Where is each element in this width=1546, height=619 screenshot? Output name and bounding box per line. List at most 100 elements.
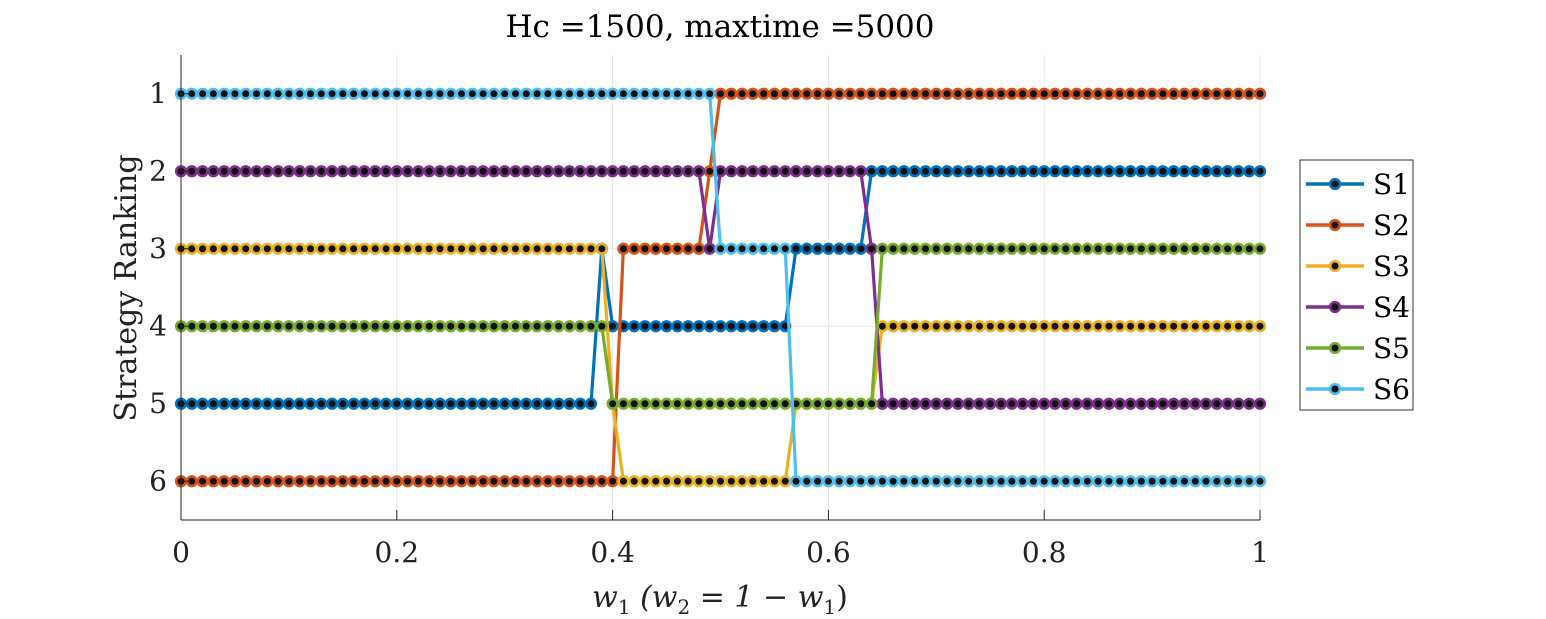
data-point bbox=[1070, 320, 1083, 333]
data-point bbox=[1124, 242, 1137, 255]
data-point bbox=[1167, 320, 1180, 333]
data-point bbox=[423, 475, 436, 488]
data-point bbox=[1221, 475, 1234, 488]
data-point bbox=[455, 320, 468, 333]
data-point bbox=[1243, 475, 1256, 488]
data-point bbox=[833, 475, 846, 488]
data-point bbox=[1178, 397, 1191, 410]
data-point bbox=[455, 87, 468, 100]
data-point bbox=[552, 320, 565, 333]
y-tick-label: 4 bbox=[149, 309, 167, 342]
data-point bbox=[315, 242, 328, 255]
data-point bbox=[1092, 242, 1105, 255]
data-point bbox=[358, 397, 371, 410]
data-point bbox=[1156, 475, 1169, 488]
data-point bbox=[994, 475, 1008, 488]
data-point bbox=[336, 242, 349, 255]
data-point bbox=[789, 87, 803, 100]
data-point bbox=[584, 87, 598, 100]
data-point bbox=[369, 165, 382, 178]
data-point bbox=[1059, 397, 1072, 410]
data-point bbox=[282, 87, 296, 100]
data-point bbox=[466, 87, 479, 100]
data-point bbox=[682, 87, 695, 100]
data-point bbox=[703, 397, 716, 410]
data-point bbox=[1092, 165, 1105, 178]
data-point bbox=[930, 165, 943, 178]
data-point bbox=[1124, 165, 1137, 178]
data-point bbox=[897, 87, 911, 100]
data-point bbox=[1081, 87, 1094, 100]
data-point bbox=[250, 242, 263, 255]
data-point bbox=[379, 475, 393, 488]
data-point bbox=[563, 475, 576, 488]
data-point bbox=[984, 242, 997, 255]
data-point bbox=[962, 87, 975, 100]
data-point bbox=[1016, 397, 1029, 410]
data-point bbox=[682, 165, 695, 178]
data-point bbox=[304, 320, 317, 333]
data-point bbox=[466, 320, 479, 333]
series-s2 bbox=[174, 87, 1267, 488]
data-point bbox=[1048, 475, 1062, 488]
data-point bbox=[401, 165, 414, 178]
data-point bbox=[250, 397, 263, 410]
data-point bbox=[401, 242, 414, 255]
data-point bbox=[530, 320, 544, 333]
data-point bbox=[530, 87, 544, 100]
data-point bbox=[401, 397, 414, 410]
data-point bbox=[1221, 165, 1234, 178]
data-point bbox=[876, 397, 889, 410]
x-tick-label: 0.2 bbox=[375, 536, 420, 569]
y-tick-label: 2 bbox=[149, 154, 167, 187]
data-point bbox=[692, 397, 706, 410]
data-point bbox=[218, 397, 231, 410]
y-tick-labels: 1 2 3 4 5 6 bbox=[149, 77, 167, 498]
data-point bbox=[423, 397, 436, 410]
data-point bbox=[692, 87, 706, 100]
data-point bbox=[379, 165, 393, 178]
data-point bbox=[930, 397, 943, 410]
data-point bbox=[1081, 165, 1094, 178]
data-point bbox=[541, 87, 554, 100]
data-point bbox=[779, 165, 792, 178]
data-point bbox=[757, 475, 770, 488]
legend-item-s1: S1 bbox=[1306, 168, 1410, 201]
data-point bbox=[1199, 320, 1213, 333]
data-point bbox=[325, 242, 339, 255]
data-point bbox=[930, 320, 943, 333]
data-point bbox=[1048, 397, 1062, 410]
data-point bbox=[466, 242, 479, 255]
legend-item-s2: S2 bbox=[1306, 209, 1410, 242]
data-point bbox=[876, 475, 889, 488]
data-point bbox=[897, 320, 911, 333]
y-tick-label: 1 bbox=[149, 77, 167, 110]
data-point bbox=[347, 397, 360, 410]
data-point bbox=[930, 475, 943, 488]
data-point bbox=[649, 87, 662, 100]
data-point bbox=[660, 397, 673, 410]
data-point bbox=[638, 87, 652, 100]
data-point bbox=[444, 87, 457, 100]
data-point bbox=[1199, 165, 1213, 178]
data-point bbox=[293, 475, 306, 488]
data-point bbox=[908, 242, 921, 255]
data-point bbox=[595, 87, 608, 100]
data-point bbox=[682, 242, 695, 255]
data-point bbox=[1243, 242, 1256, 255]
data-point bbox=[369, 320, 382, 333]
data-point bbox=[1113, 242, 1126, 255]
data-point bbox=[811, 242, 824, 255]
data-point bbox=[1038, 165, 1051, 178]
series-line-s4 bbox=[181, 169, 1260, 406]
data-point bbox=[1178, 320, 1191, 333]
data-point bbox=[239, 87, 252, 100]
data-point bbox=[617, 165, 630, 178]
data-point bbox=[1232, 475, 1245, 488]
data-point bbox=[369, 397, 382, 410]
series-s5 bbox=[174, 242, 1267, 410]
data-point bbox=[1221, 320, 1234, 333]
data-point bbox=[908, 165, 921, 178]
data-point bbox=[940, 397, 954, 410]
data-point bbox=[498, 87, 511, 100]
